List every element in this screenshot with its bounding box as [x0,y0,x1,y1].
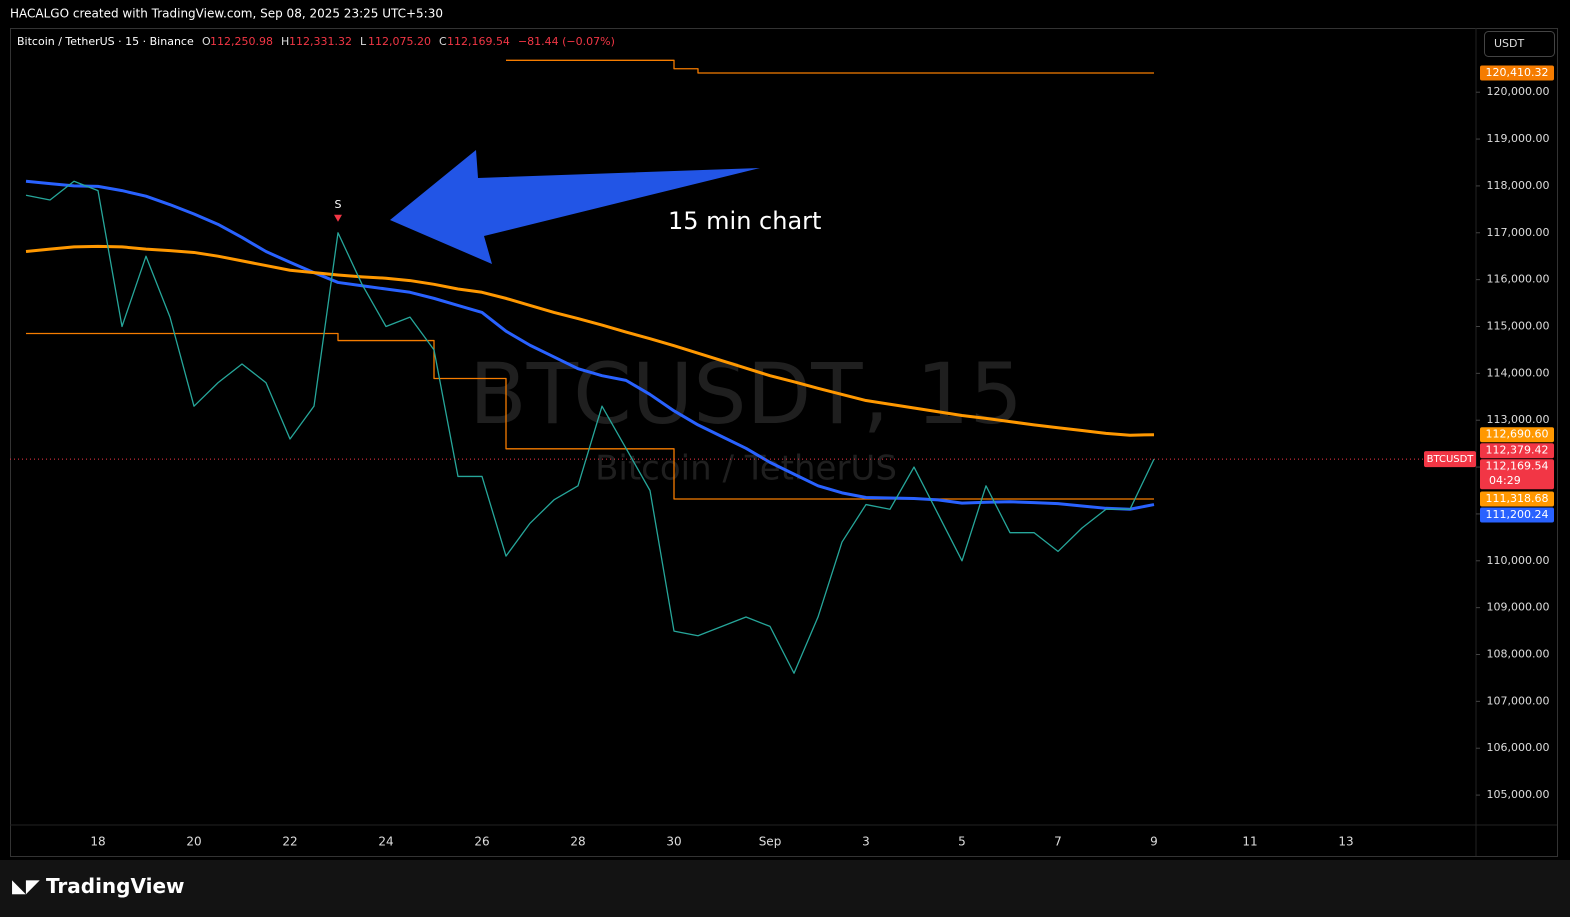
x-tick-label: 7 [1054,835,1062,849]
y-tick-label: 107,000.00 [1487,694,1550,707]
series-line [506,59,1154,74]
ohlc-key: H [281,35,289,48]
price-label-box [1480,427,1554,443]
ohlc-value: 112,075.20 [368,35,431,48]
ohlc-value: 112,169.54 [447,35,510,48]
ohlc-key: L [360,35,367,48]
ohlc-value: 112,250.98 [210,35,273,48]
y-tick-label: 105,000.00 [1487,788,1550,801]
series-line [25,244,1155,437]
x-tick-label: 22 [282,835,297,849]
y-tick-label: 116,000.00 [1487,273,1550,286]
y-tick-label: 106,000.00 [1487,741,1550,754]
symbol-tag [1424,451,1476,468]
price-label-box [1480,491,1554,507]
x-tick-label: 13 [1338,835,1353,849]
signal-label: S [335,198,342,211]
legend-symbol: Bitcoin / TetherUS · 15 · Binance [17,35,194,48]
x-tick-label: 30 [666,835,681,849]
signal-marker [334,214,342,222]
y-tick-label: 114,000.00 [1487,366,1550,379]
watermark-symbol: BTCUSDT, 15 [469,345,1023,443]
countdown: 04:29 [1489,474,1521,487]
y-tick-label: 113,000.00 [1487,413,1550,426]
x-tick-label: 3 [862,835,870,849]
change: −81.44 (−0.07%) [518,35,615,48]
currency-button[interactable]: USDT [1484,31,1555,57]
currency-button-box[interactable] [1484,31,1555,57]
y-tick-label: 117,000.00 [1487,226,1550,239]
y-tick-label: 110,000.00 [1487,554,1550,567]
y-tick-label: 119,000.00 [1487,132,1550,145]
price-label-box [1480,65,1554,81]
legend: Bitcoin / TetherUS · 15 · Binance O 112,2… [17,35,615,48]
x-tick-label: 20 [186,835,201,849]
price-label: 112,379.42 [1486,444,1549,457]
x-tick-label: 18 [90,835,105,849]
y-tick-label: 120,000.00 [1487,85,1550,98]
footer-bar [0,860,1570,917]
footer-logo: ◣◤ TradingView [12,874,185,898]
x-tick-label: 26 [474,835,489,849]
x-tick-label: 9 [1150,835,1158,849]
price-label-box [1480,443,1554,459]
x-tick-label: 5 [958,835,966,849]
footer-logo-text: TradingView [46,874,185,898]
price-label: 112,690.60 [1486,428,1549,441]
x-tick-label: 11 [1242,835,1257,849]
annotation-arrow [390,150,760,264]
symbol-tag-label: BTCUSDT [1427,454,1475,465]
price-label: 120,410.32 [1486,66,1549,79]
price-label-box [1480,459,1554,490]
y-tick-label: 109,000.00 [1487,601,1550,614]
ohlc-value: 112,331.32 [289,35,352,48]
series-line [25,179,1155,511]
watermark-name: Bitcoin / TetherUS [595,449,897,489]
ohlc-key: O [202,35,211,48]
price-label: 111,200.24 [1486,508,1549,521]
y-tick-label: 115,000.00 [1487,319,1550,332]
y-tick-label: 108,000.00 [1487,648,1550,661]
credit: HACALGO created with TradingView.com, Se… [10,7,443,21]
x-tick-label: Sep [759,835,782,849]
x-tick-label: 24 [378,835,393,849]
series-line [26,332,1154,500]
plot: 105,000.00 106,000.00 107,000.00 108,000.00… [10,59,1554,849]
x-tick-label: 28 [570,835,585,849]
price-label: 111,318.68 [1486,492,1549,505]
series-line [25,180,1155,674]
y-tick-label: 118,000.00 [1487,179,1550,192]
price-label: 112,169.54 [1486,460,1549,473]
annotation: 15 min chart [668,207,821,235]
currency-label[interactable]: USDT [1494,37,1525,50]
price-label-box [1480,507,1554,523]
chart-frame [10,28,1558,857]
ohlc-key: C [439,35,447,48]
